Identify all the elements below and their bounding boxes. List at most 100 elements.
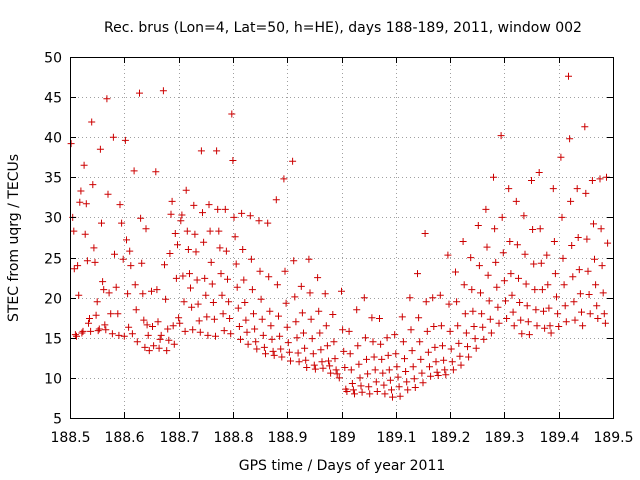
data-point [96,145,104,153]
data-point [454,322,462,330]
data-point [364,370,372,378]
data-point [423,327,431,335]
data-point [571,316,579,324]
data-point [179,272,187,280]
data-point [543,251,551,259]
data-point [138,259,146,267]
data-point [403,378,411,386]
data-point [330,338,338,346]
data-point [88,118,96,126]
y-tick-label: 15 [44,332,62,348]
grid-lines [70,57,613,418]
data-point [310,361,318,369]
y-axis-label: STEC from uqrg / TECUs [6,154,22,322]
data-point [182,186,190,194]
data-point [499,249,507,257]
data-point [247,255,255,263]
data-point [178,211,186,219]
data-point [492,258,500,266]
data-point [79,327,87,335]
data-point [302,356,310,364]
data-point [457,361,465,369]
data-point [593,302,601,310]
data-point [234,304,242,312]
data-point [209,299,217,306]
data-point [291,293,299,301]
data-point [493,283,501,291]
data-point [232,260,240,268]
data-point [201,274,209,282]
data-point [553,293,560,301]
data-point [393,363,401,371]
data-point [386,376,394,384]
data-point [562,318,570,326]
data-point [114,310,122,318]
data-point [237,335,244,343]
data-point [445,300,453,308]
data-point [447,345,455,353]
data-point [343,388,351,395]
data-point [278,353,286,361]
data-point [216,244,224,252]
data-point [401,355,408,363]
data-point [99,278,107,286]
data-point [565,72,572,80]
x-tick-label: 188.8 [213,430,253,446]
y-tick-label: 20 [44,292,62,308]
data-point [255,217,263,225]
data-point [83,257,91,265]
data-point [452,268,459,276]
data-point [446,327,454,335]
data-point [340,347,348,355]
data-point [74,262,82,270]
data-point [78,329,86,337]
data-point [410,375,418,383]
data-point [455,339,463,347]
data-point [206,227,214,235]
data-point [208,280,216,288]
data-point [284,339,292,347]
data-point [295,358,303,366]
data-point [497,132,505,140]
data-point [123,236,130,244]
data-point [143,321,151,329]
data-point [384,351,392,359]
data-point [217,270,225,278]
data-point [537,259,545,267]
data-point [521,250,529,258]
data-point [169,322,177,330]
data-point [416,338,424,346]
data-point [327,369,335,377]
data-point [558,213,566,221]
x-tick-label: 188.9 [267,430,307,446]
x-tick-label: 189.4 [539,430,579,446]
data-point [484,271,492,279]
data-point [244,340,252,348]
data-point [371,366,379,374]
data-point [326,362,334,370]
data-point [269,347,277,355]
data-point [385,366,393,374]
data-point [578,308,585,316]
data-point [541,324,549,332]
data-point [181,327,189,335]
data-point [243,328,251,336]
data-point [159,87,167,95]
data-point [144,331,152,339]
data-point [259,331,267,339]
data-point [523,302,531,310]
data-point [601,319,609,327]
data-point [194,300,202,308]
x-tick-label: 188.5 [50,430,90,446]
data-point [339,326,347,334]
data-point [253,345,261,353]
data-point [566,135,574,143]
data-point [121,136,129,144]
data-point [351,390,358,398]
data-point [140,316,148,324]
data-point [569,273,577,281]
data-point [164,325,172,333]
data-point [462,329,470,337]
data-point [557,153,565,161]
data-point [518,330,526,338]
